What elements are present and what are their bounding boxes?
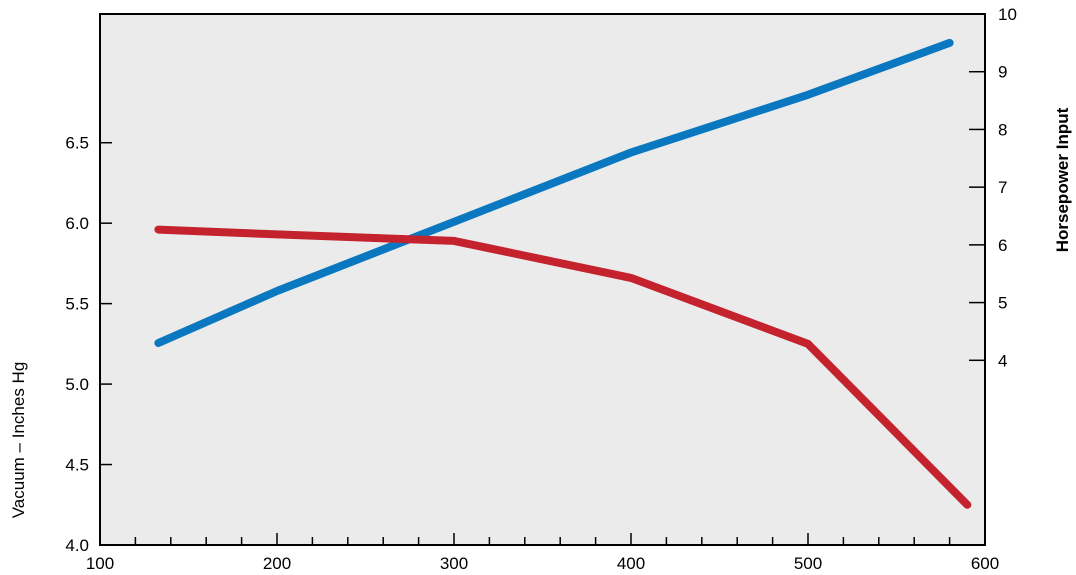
- y-left-tick-label: 6.5: [65, 134, 89, 153]
- y-right-tick-label: 7: [998, 178, 1007, 197]
- x-tick-label: 200: [263, 554, 291, 573]
- y-left-tick-label: 5.5: [65, 295, 89, 314]
- y-right-tick-label: 6: [998, 236, 1007, 255]
- y-right-tick-label: 5: [998, 294, 1007, 313]
- y-left-tick-label: 4.0: [65, 536, 89, 555]
- plot-area: [99, 13, 986, 546]
- series-layer: [154, 38, 972, 509]
- x-tick-label: 500: [794, 554, 822, 573]
- y-axis-left: 4.0 4.5 5.0 5.5 6.0 6.5: [65, 134, 112, 555]
- y-axis-right-title: Horsepower Input: [1053, 107, 1072, 252]
- y-right-tick-label: 10: [998, 5, 1017, 24]
- y-left-tick-label: 4.5: [65, 456, 89, 475]
- x-tick-label: 100: [86, 554, 114, 573]
- y-right-tick-label: 9: [998, 63, 1007, 82]
- y-left-tick-label: 5.0: [65, 375, 89, 394]
- y-axis-left-title: Vacuum – Inches Hg: [9, 362, 28, 519]
- y-left-tick-label: 6.0: [65, 214, 89, 233]
- series-line-horsepower: [154, 38, 954, 347]
- x-axis: 100 200 300 400 500 600: [86, 533, 999, 573]
- y-right-tick-label: 4: [998, 351, 1007, 370]
- y-right-tick-label: 8: [998, 120, 1007, 139]
- series-line-vacuum: [154, 225, 972, 509]
- y-axis-right: 4 5 6 7 8 9 10: [969, 5, 1017, 370]
- x-tick-label: 600: [971, 554, 999, 573]
- x-tick-label: 300: [440, 554, 468, 573]
- x-tick-label: 400: [617, 554, 645, 573]
